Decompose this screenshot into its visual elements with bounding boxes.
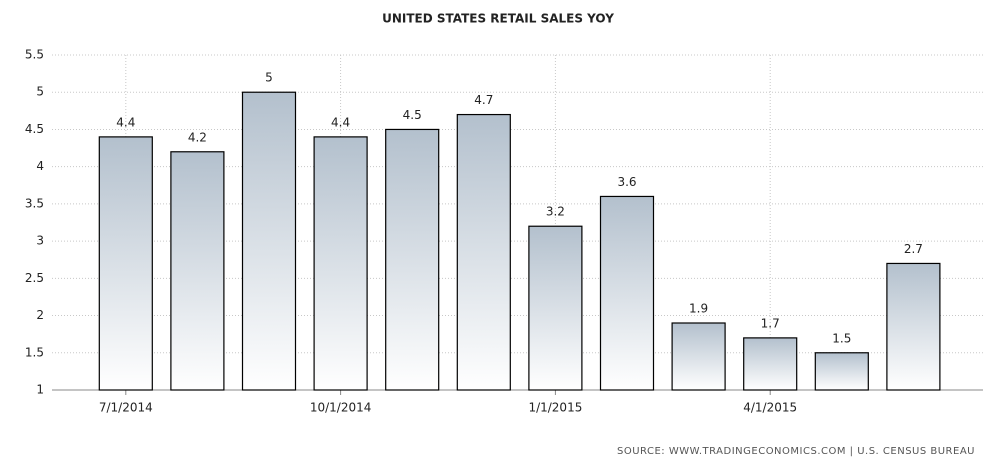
data-label: 1.7: [761, 316, 780, 330]
data-label: 1.5: [832, 331, 851, 345]
data-label: 5: [265, 71, 273, 85]
y-tick-label: 4: [36, 159, 44, 173]
y-tick-label: 2: [36, 308, 44, 322]
bar: [385, 128, 440, 391]
chart-title: UNITED STATES RETAIL SALES YOY: [382, 12, 614, 26]
bar: [528, 225, 583, 391]
data-label: 4.4: [331, 115, 350, 129]
bar: [886, 262, 941, 391]
y-tick-label: 3.5: [25, 196, 44, 210]
x-tick-label: 4/1/2015: [743, 401, 797, 415]
data-label: 4.5: [403, 108, 422, 122]
data-label: 3.6: [617, 175, 636, 189]
bar: [241, 91, 297, 391]
bar: [98, 136, 153, 391]
bar: [170, 151, 225, 391]
data-label: 3.2: [546, 205, 565, 219]
bar: [743, 337, 798, 391]
y-tick-label: 2.5: [25, 271, 44, 285]
data-label: 1.9: [689, 302, 708, 316]
data-label: 4.7: [474, 93, 493, 107]
y-tick-label: 4.5: [25, 122, 44, 136]
y-tick-label: 3: [36, 234, 44, 248]
y-tick-label: 5.5: [25, 48, 44, 62]
source-note: SOURCE: WWW.TRADINGECONOMICS.COM | U.S. …: [617, 446, 975, 457]
data-label: 2.7: [904, 242, 923, 256]
bar: [313, 136, 368, 391]
y-tick-label: 1.5: [25, 345, 44, 359]
bar: [671, 322, 726, 391]
x-tick-label: 1/1/2015: [528, 401, 582, 415]
x-tick-label: 7/1/2014: [99, 401, 153, 415]
bar: [456, 113, 511, 391]
x-tick-label: 10/1/2014: [310, 401, 372, 415]
data-label: 4.2: [188, 130, 207, 144]
bar: [814, 352, 869, 391]
y-tick-label: 5: [36, 85, 44, 99]
bar: [599, 195, 655, 391]
data-label: 4.4: [116, 115, 135, 129]
y-tick-label: 1: [36, 383, 44, 397]
